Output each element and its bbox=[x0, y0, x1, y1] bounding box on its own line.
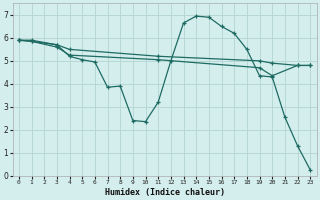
X-axis label: Humidex (Indice chaleur): Humidex (Indice chaleur) bbox=[105, 188, 225, 197]
